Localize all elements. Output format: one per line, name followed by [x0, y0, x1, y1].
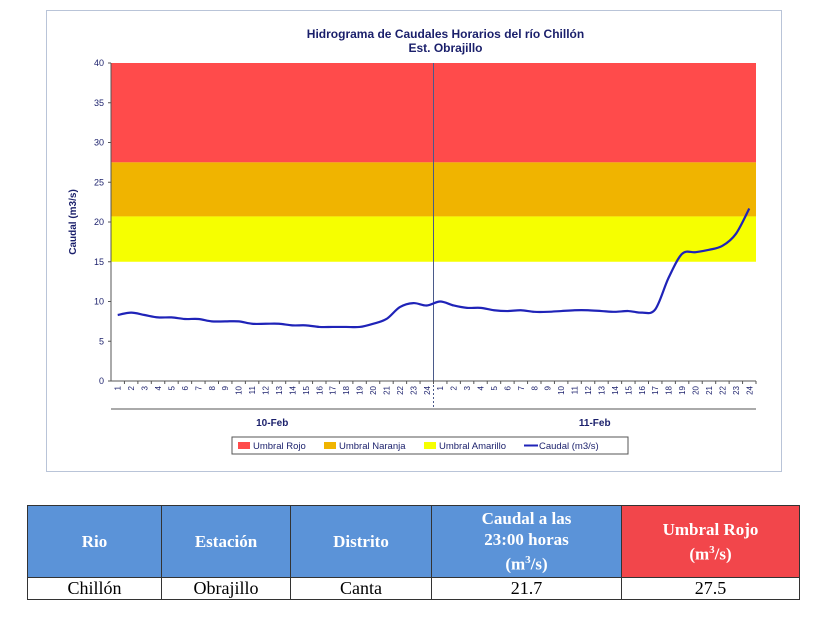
legend-swatch	[424, 442, 436, 449]
x-tick-label: 14	[611, 385, 620, 394]
x-tick-label: 5	[490, 385, 499, 390]
x-tick-label: 13	[597, 385, 606, 394]
y-tick-label: 0	[99, 376, 104, 386]
x-tick-label: 14	[288, 385, 297, 394]
day-label: 11-Feb	[579, 418, 611, 429]
header-rio: Rio	[27, 505, 162, 578]
x-tick-label: 13	[275, 385, 284, 394]
x-tick-label: 17	[329, 385, 338, 394]
y-tick-label: 5	[99, 336, 104, 346]
header-umbral-rojo: Umbral Rojo (m3/s)	[621, 505, 800, 578]
hydrograph-chart: Hidrograma de Caudales Horarios del río …	[68, 27, 757, 455]
cell-caudal: 21.7	[431, 577, 622, 600]
chart-frame: Hidrograma de Caudales Horarios del río …	[46, 10, 782, 472]
x-tick-label: 11	[571, 385, 580, 394]
x-tick-label: 1	[114, 385, 123, 390]
y-tick-label: 35	[94, 98, 104, 108]
y-tick-label: 20	[94, 217, 104, 227]
x-tick-label: 10	[235, 385, 244, 394]
x-tick-label: 19	[678, 385, 687, 394]
day-label: 10-Feb	[256, 418, 288, 429]
legend-label: Umbral Amarillo	[439, 441, 506, 452]
x-tick-label: 8	[208, 385, 217, 390]
x-tick-label: 16	[638, 385, 647, 394]
x-tick-label: 19	[356, 385, 365, 394]
x-tick-label: 21	[382, 385, 391, 394]
x-tick-label: 23	[732, 385, 741, 394]
series-line-caudal	[117, 207, 751, 329]
summary-table: Rio Estación Distrito Caudal a las 23:00…	[27, 505, 800, 600]
x-tick-label: 9	[544, 385, 553, 390]
y-axis-label: Caudal (m3/s)	[68, 189, 79, 255]
x-tick-label: 16	[315, 385, 324, 394]
x-tick-label: 8	[530, 385, 539, 390]
y-tick-label: 25	[94, 177, 104, 187]
chart-subtitle: Est. Obrajillo	[408, 41, 482, 55]
x-tick-label: 4	[477, 385, 486, 390]
chart-title: Hidrograma de Caudales Horarios del río …	[307, 27, 584, 41]
x-tick-label: 15	[302, 385, 311, 394]
legend-label: Umbral Rojo	[253, 441, 306, 452]
y-tick-label: 10	[94, 297, 104, 307]
header-caudal: Caudal a las 23:00 horas (m3/s)	[431, 505, 622, 578]
y-tick-label: 40	[94, 58, 104, 68]
x-tick-label: 3	[141, 385, 150, 390]
y-tick-label: 15	[94, 257, 104, 267]
x-tick-label: 4	[154, 385, 163, 390]
legend-label: Caudal (m3/s)	[539, 441, 599, 452]
y-tick-label: 30	[94, 138, 104, 148]
x-tick-label: 2	[127, 385, 136, 390]
x-tick-label: 5	[167, 385, 176, 390]
table-row: Chillón Obrajillo Canta 21.7 27.5	[27, 577, 800, 600]
legend-label: Umbral Naranja	[339, 441, 406, 452]
x-tick-label: 18	[665, 385, 674, 394]
header-distrito: Distrito	[290, 505, 432, 578]
x-tick-label: 12	[584, 385, 593, 394]
x-tick-label: 2	[450, 385, 459, 390]
x-tick-label: 18	[342, 385, 351, 394]
x-tick-label: 22	[718, 385, 727, 394]
x-tick-label: 24	[745, 385, 754, 394]
x-tick-label: 7	[194, 385, 203, 390]
x-tick-label: 6	[181, 385, 190, 390]
x-tick-label: 22	[396, 385, 405, 394]
x-tick-label: 17	[651, 385, 660, 394]
cell-rio: Chillón	[27, 577, 162, 600]
x-tick-label: 7	[517, 385, 526, 390]
x-tick-label: 11	[248, 385, 257, 394]
x-tick-label: 10	[557, 385, 566, 394]
x-tick-label: 6	[503, 385, 512, 390]
table-header-row: Rio Estación Distrito Caudal a las 23:00…	[27, 505, 800, 578]
x-tick-label: 23	[409, 385, 418, 394]
x-tick-label: 9	[221, 385, 230, 390]
legend-swatch	[324, 442, 336, 449]
x-tick-label: 20	[369, 385, 378, 394]
cell-estacion: Obrajillo	[161, 577, 291, 600]
header-estacion: Estación	[161, 505, 291, 578]
x-tick-label: 24	[423, 385, 432, 394]
x-tick-label: 15	[624, 385, 633, 394]
x-tick-label: 1	[436, 385, 445, 390]
x-tick-label: 12	[262, 385, 271, 394]
x-tick-label: 21	[705, 385, 714, 394]
cell-distrito: Canta	[290, 577, 432, 600]
x-tick-label: 20	[692, 385, 701, 394]
x-tick-label: 3	[463, 385, 472, 390]
cell-umbral-rojo: 27.5	[621, 577, 800, 600]
legend-swatch	[238, 442, 250, 449]
